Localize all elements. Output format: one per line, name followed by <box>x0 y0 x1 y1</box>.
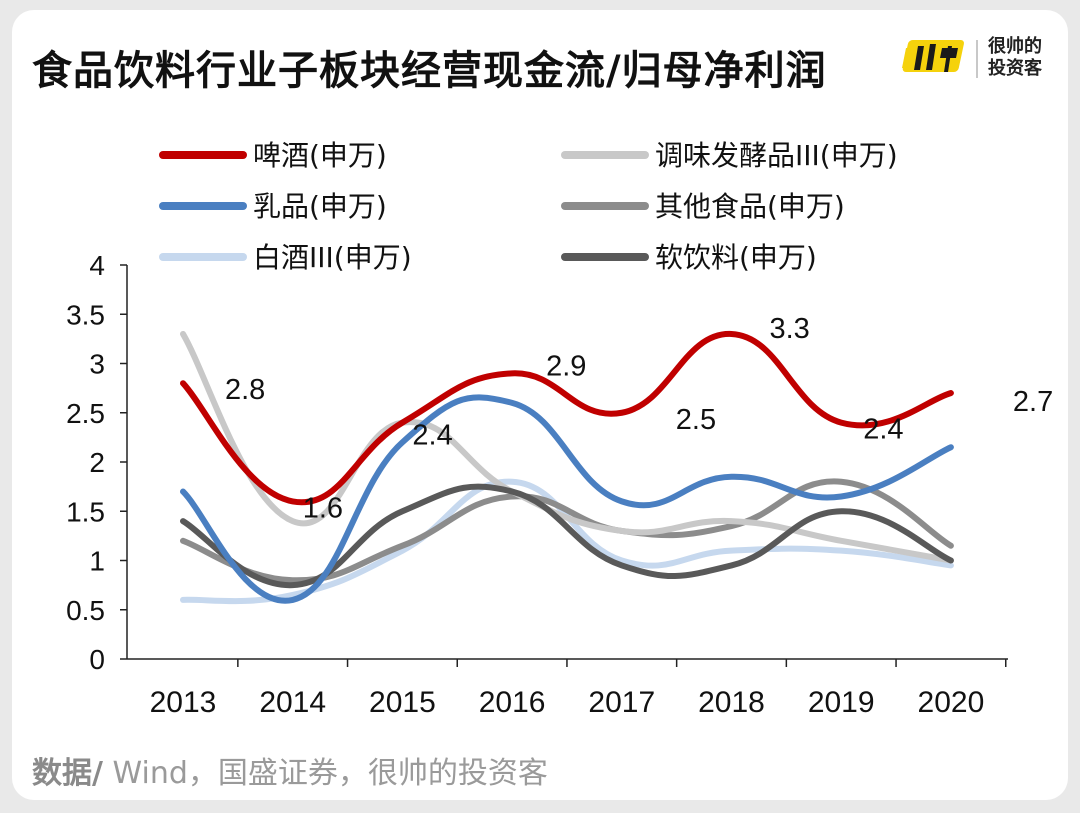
series-line <box>180 394 954 604</box>
y-tick-label: 3.5 <box>66 299 105 330</box>
legend-label: 啤酒(申万) <box>253 139 387 172</box>
brand-line2: 投资客 <box>988 58 1042 79</box>
data-label: 3.3 <box>770 313 810 345</box>
x-tick-label: 2020 <box>918 686 985 719</box>
data-label: 2.4 <box>412 420 452 452</box>
brand-logo-icon <box>902 40 964 72</box>
x-tick-label: 2018 <box>698 686 765 719</box>
data-label: 1.6 <box>303 492 343 524</box>
legend-label: 白酒III(申万) <box>253 241 412 274</box>
legend-label: 乳品(申万) <box>253 190 387 223</box>
x-tick-label: 2016 <box>479 686 546 719</box>
x-tick-label: 2019 <box>808 686 875 719</box>
brand: 很帅的 投资客 <box>896 34 1066 90</box>
chart-card <box>12 10 1068 800</box>
series-line <box>180 478 954 584</box>
y-tick-label: 4 <box>89 250 105 281</box>
y-tick-label: 0 <box>89 644 105 675</box>
data-label: 2.8 <box>225 374 265 406</box>
x-tick-label: 2014 <box>259 686 326 719</box>
y-tick-label: 2 <box>89 447 105 478</box>
y-tick-label: 1 <box>89 546 105 577</box>
data-label: 2.9 <box>546 350 586 382</box>
y-tick-label: 0.5 <box>66 595 105 626</box>
x-tick-label: 2015 <box>369 686 436 719</box>
data-label: 2.5 <box>676 404 716 436</box>
series-line <box>180 483 954 589</box>
brand-name: 很帅的 投资客 <box>988 36 1068 80</box>
brand-line1: 很帅的 <box>988 36 1042 57</box>
data-label: 2.7 <box>1013 386 1053 418</box>
y-tick-label: 2.5 <box>66 398 105 429</box>
series-line <box>180 330 954 506</box>
y-tick-label: 3 <box>89 349 105 380</box>
data-label: 2.4 <box>863 414 903 446</box>
source-text: Wind，国盛证券，很帅的投资客 <box>102 756 548 791</box>
source-note: 数据/ Wind，国盛证券，很帅的投资客 <box>32 748 548 792</box>
brand-divider <box>976 40 978 78</box>
source-label: 数据/ <box>32 756 103 791</box>
x-tick-label: 2017 <box>588 686 655 719</box>
legend-label: 软饮料(申万) <box>655 241 817 274</box>
legend-label: 其他食品(申万) <box>655 190 845 223</box>
page-title: 食品饮料行业子板块经营现金流/归母净利润 <box>32 48 827 94</box>
x-tick-label: 2013 <box>150 686 217 719</box>
legend-label: 调味发酵品III(申万) <box>655 139 898 172</box>
y-tick-label: 1.5 <box>66 496 105 527</box>
